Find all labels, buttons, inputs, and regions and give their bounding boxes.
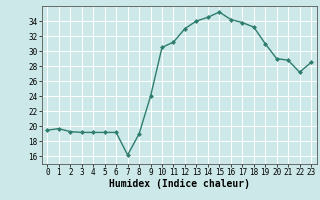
X-axis label: Humidex (Indice chaleur): Humidex (Indice chaleur) xyxy=(109,179,250,189)
